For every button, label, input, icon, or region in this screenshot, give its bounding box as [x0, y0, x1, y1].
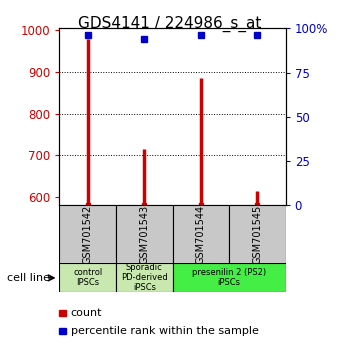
Text: GSM701542: GSM701542 [83, 205, 93, 264]
Bar [173, 263, 286, 292]
Bar [173, 205, 229, 264]
Text: cell line: cell line [7, 273, 50, 283]
Text: presenilin 2 (PS2)
iPSCs: presenilin 2 (PS2) iPSCs [192, 268, 266, 287]
Text: GDS4141 / 224986_s_at: GDS4141 / 224986_s_at [78, 16, 262, 32]
Text: control
IPSCs: control IPSCs [73, 268, 102, 287]
Text: count: count [71, 308, 102, 318]
Bar [59, 310, 66, 316]
Text: Sporadic
PD-derived
iPSCs: Sporadic PD-derived iPSCs [121, 263, 168, 292]
Bar [59, 263, 116, 292]
Bar [59, 328, 66, 334]
Bar [229, 205, 286, 264]
Text: GSM701543: GSM701543 [139, 205, 149, 264]
Text: percentile rank within the sample: percentile rank within the sample [71, 326, 259, 336]
Text: GSM701544: GSM701544 [196, 205, 206, 264]
Bar [116, 263, 173, 292]
Bar [59, 205, 116, 264]
Bar [116, 205, 173, 264]
Text: GSM701545: GSM701545 [252, 205, 262, 264]
